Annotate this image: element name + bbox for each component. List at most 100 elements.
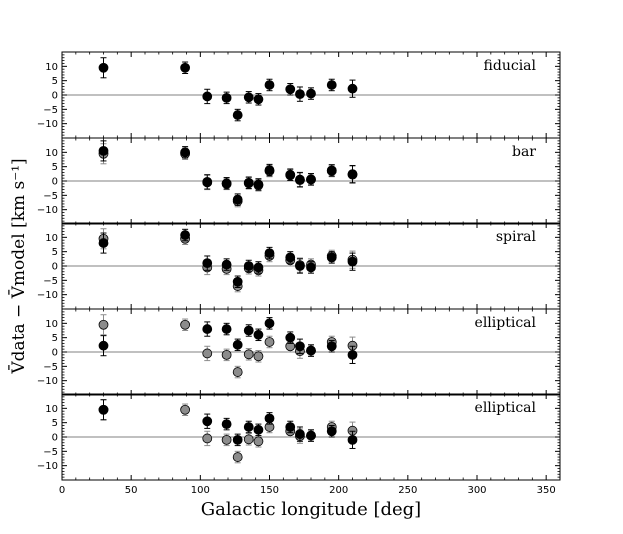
data-point <box>347 434 358 445</box>
data-point <box>264 337 275 347</box>
data-point <box>221 324 232 334</box>
data-point <box>202 416 213 427</box>
data-point <box>326 80 337 90</box>
data-point <box>243 422 254 432</box>
panel-label: bar <box>512 144 536 160</box>
panel-2: −10 −5 0 5 10 bar <box>37 137 561 225</box>
data-point <box>295 341 305 352</box>
panel-1: −10 −5 0 5 10 fiducial <box>37 51 561 139</box>
data-point <box>221 419 232 430</box>
data-point <box>98 404 109 415</box>
panel-label: elliptical <box>475 315 537 331</box>
x-tick-label: 200 <box>329 485 348 496</box>
y-tick-label: −10 <box>37 376 58 387</box>
chart-panels: −10 −5 0 5 10 fiducial −10 −5 0 5 10 bar −10 −5 0 5 10 sp… <box>37 51 561 481</box>
series-2 <box>98 140 358 206</box>
panel-label: spiral <box>496 229 537 245</box>
data-point <box>243 434 254 445</box>
data-point <box>232 434 243 445</box>
x-tick-label: 150 <box>260 485 279 496</box>
data-point <box>232 110 243 120</box>
data-point <box>306 345 316 356</box>
data-point <box>232 194 243 205</box>
data-point <box>243 177 254 188</box>
y-tick-label: 5 <box>52 418 58 429</box>
data-point <box>347 83 358 94</box>
data-point <box>243 92 254 103</box>
y-tick-label: −5 <box>43 447 58 458</box>
x-tick-label: 250 <box>398 485 417 496</box>
x-tick-label: 300 <box>467 485 486 496</box>
data-point <box>221 349 232 360</box>
y-tick-label: −5 <box>43 276 58 287</box>
series-1 <box>98 314 358 379</box>
y-tick-label: 10 <box>45 404 58 415</box>
data-point <box>253 424 264 435</box>
data-point <box>253 94 264 105</box>
data-point <box>232 367 243 377</box>
y-tick-label: −10 <box>37 205 58 216</box>
data-point <box>264 413 275 424</box>
data-point <box>306 88 316 99</box>
data-point <box>221 259 232 270</box>
y-tick-label: −10 <box>37 119 58 130</box>
data-point <box>253 351 264 362</box>
data-point <box>295 89 305 100</box>
data-point <box>202 258 213 269</box>
data-point <box>180 62 191 73</box>
data-point <box>243 325 254 336</box>
data-point <box>295 261 305 271</box>
data-point <box>347 169 358 180</box>
y-tick-label: 0 <box>52 433 58 444</box>
data-point <box>98 340 109 351</box>
y-tick-label: 0 <box>52 177 58 188</box>
y-tick-label: 10 <box>45 319 58 330</box>
data-point <box>253 329 264 340</box>
data-point <box>253 262 264 273</box>
data-point <box>221 434 232 445</box>
series-1 <box>98 143 358 208</box>
data-point <box>98 62 109 73</box>
data-point <box>180 230 191 240</box>
panel-label: fiducial <box>484 58 537 74</box>
data-point <box>264 248 275 259</box>
y-tick-label: 0 <box>52 348 58 359</box>
data-point <box>326 341 337 352</box>
x-tick-label: 100 <box>191 485 210 496</box>
data-point <box>264 80 275 90</box>
data-point <box>253 436 264 447</box>
data-point <box>295 429 305 440</box>
data-point <box>295 174 305 185</box>
data-point <box>253 179 264 190</box>
data-point <box>285 169 296 180</box>
data-point <box>202 433 213 444</box>
y-tick-label: 5 <box>52 333 58 344</box>
data-point <box>180 319 191 330</box>
y-tick-label: −5 <box>43 191 58 202</box>
data-point <box>285 252 296 263</box>
data-point <box>306 262 316 273</box>
data-point <box>347 349 358 360</box>
x-axis-label: Galactic longitude [deg] <box>201 499 421 520</box>
data-point <box>306 430 316 441</box>
panel-label: elliptical <box>475 400 537 416</box>
data-point <box>221 178 232 189</box>
panel-3: −10 −5 0 5 10 spiral <box>37 222 561 310</box>
data-point <box>232 339 243 350</box>
data-point <box>326 165 337 176</box>
series-1 <box>98 399 358 464</box>
series-2 <box>98 317 358 364</box>
data-point <box>285 422 296 432</box>
data-point <box>202 348 213 359</box>
data-point <box>326 426 337 437</box>
data-point <box>347 256 358 267</box>
y-axis-label: V̄data − V̄model [km s⁻¹] <box>7 158 29 374</box>
x-axis: 0 50 100 150 200 250 300 350 <box>59 485 556 496</box>
data-point <box>243 349 254 360</box>
data-point <box>202 176 213 187</box>
y-tick-label: 0 <box>52 262 58 273</box>
series-1 <box>98 57 358 122</box>
data-point <box>264 318 275 329</box>
x-tick-label: 50 <box>125 485 138 496</box>
